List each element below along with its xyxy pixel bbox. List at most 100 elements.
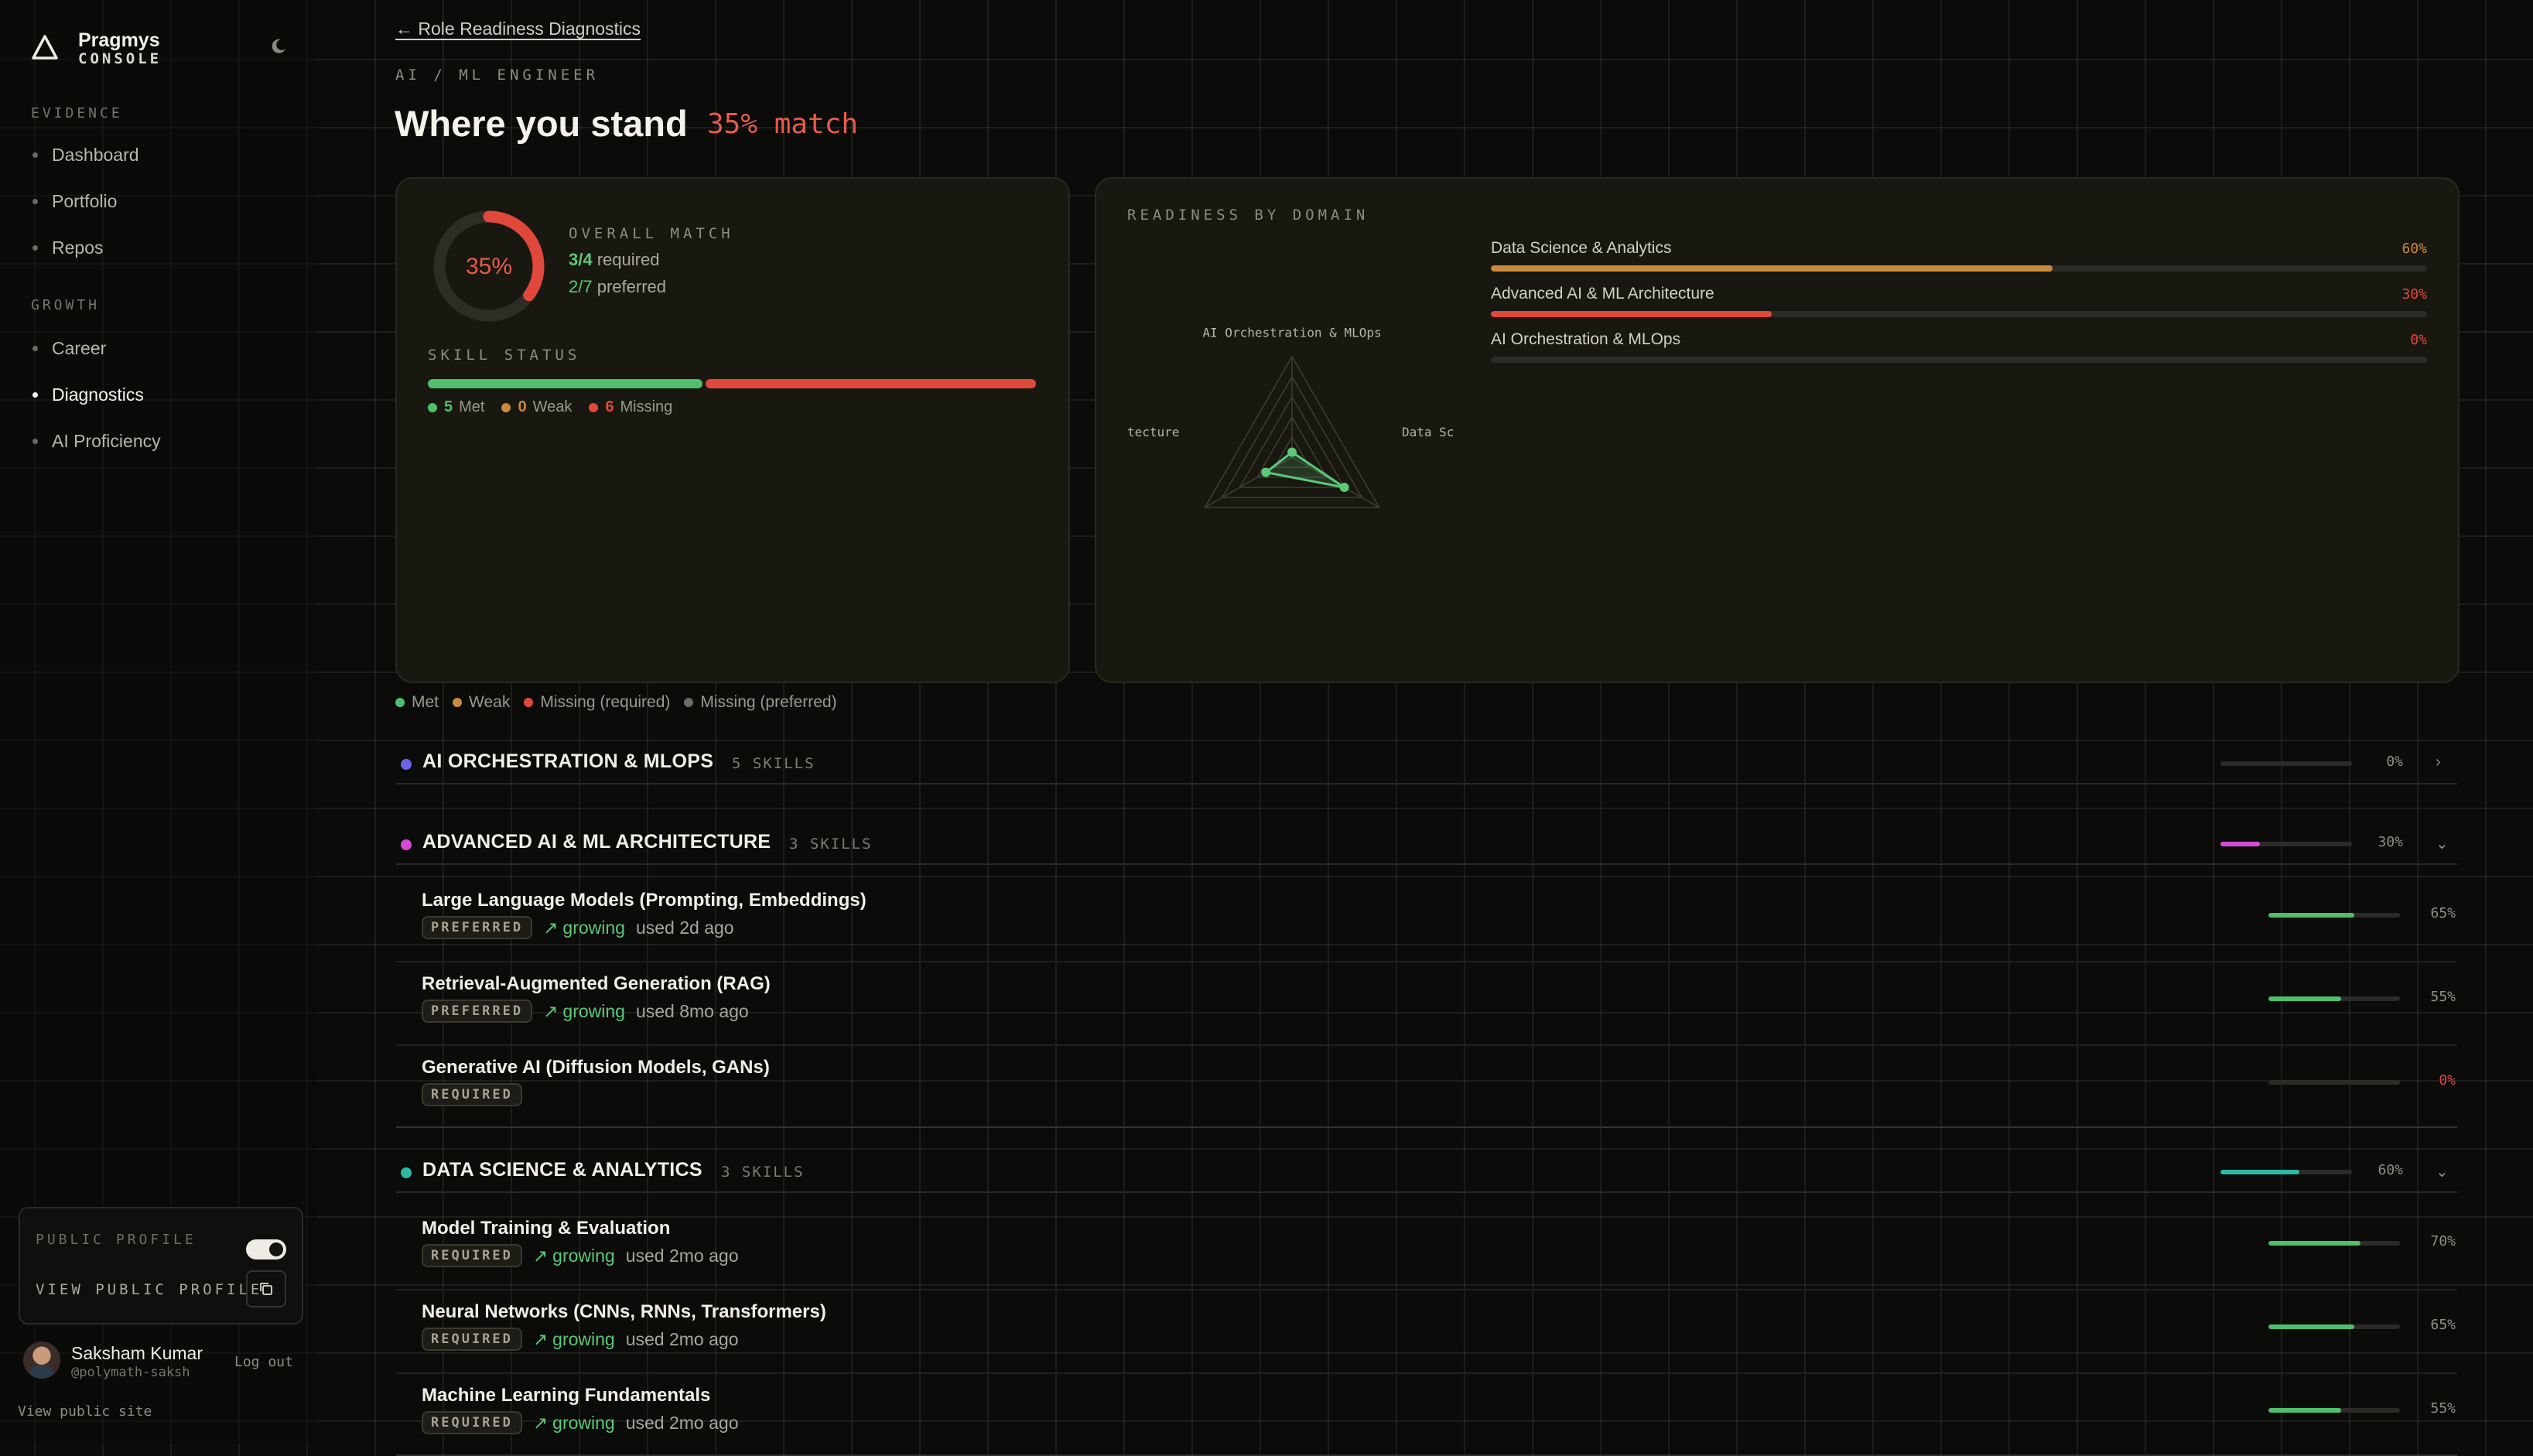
public-profile-label: PUBLIC PROFILE [36,1232,197,1248]
skill-requirement-badge: REQUIRED [422,1411,522,1434]
domain-progress-pct: 0% [2386,754,2403,770]
status-legend-missing: 6 Missing [589,398,672,416]
skill-row[interactable]: Neural Networks (CNNs, RNNs, Transformer… [396,1301,2457,1371]
skill-progress-track [2268,996,2400,1001]
skill-status-caption: SKILL STATUS [428,347,581,364]
skill-last-used: used 2mo ago [625,1245,739,1266]
status-dot-icon [501,402,511,412]
skill-trend-label: growing [552,1328,615,1349]
public-profile-toggle[interactable] [246,1239,286,1259]
sidebar-item-repos[interactable]: Repos [31,232,139,263]
copy-button[interactable] [246,1270,286,1307]
radar-label-top: AI Orchestration & MLOps [1202,326,1381,340]
back-link[interactable]: ← Role Readiness Diagnostics [395,19,641,39]
legend-label: Weak [469,693,511,711]
view-public-profile-link[interactable]: VIEW PUBLIC PROFILE [36,1281,263,1298]
logout-button[interactable]: Log out [234,1354,293,1370]
skill-row[interactable]: Retrieval-Augmented Generation (RAG) PREF… [396,973,2457,1043]
domain-skill-count: 5 SKILLS [732,755,815,772]
divider [396,961,2457,962]
logo-icon[interactable] [31,34,59,64]
section-label-evidence: EVIDENCE [31,105,123,121]
radar-ring [1239,395,1345,488]
skill-trend: ↗ growing [543,1001,625,1022]
domain-section-header[interactable]: DATA SCIENCE & ANALYTICS 3 SKILLS 60% ⌄ [396,1159,2457,1185]
status-segment-missing [706,379,1036,388]
skill-progress-pct: 55% [2430,1400,2456,1417]
overall-match-card: 35% OVERALL MATCH 3/4 required 2/7 prefe… [395,177,1070,683]
skill-progress-fill [2268,1324,2354,1329]
domain-progress-fill [2220,842,2260,846]
legend-dot-icon [395,698,405,707]
domain-bar-label: Advanced AI & ML Architecture [1491,285,1714,302]
skill-meta: PREFERRED ↗ growing used 2d ago [422,916,734,939]
chevron-right-icon[interactable]: › [2436,754,2441,771]
bullet-icon [32,391,38,398]
bullet-icon [32,244,38,251]
gauge-label: 35% [466,254,512,279]
brand-name: Pragmys [78,29,160,51]
chevron-down-icon[interactable]: ⌄ [2436,836,2449,853]
skill-progress-track [2268,1408,2400,1413]
skill-last-used: used 2mo ago [625,1328,739,1349]
skill-row[interactable]: Model Training & Evaluation REQUIRED ↗ grow… [396,1218,2457,1287]
domain-progress-fill [2220,1170,2299,1174]
nav-label: AI Proficiency [52,430,161,451]
skill-meta: REQUIRED [422,1083,522,1106]
trend-up-icon: ↗ [532,1245,549,1266]
skill-row[interactable]: Machine Learning Fundamentals REQUIRED ↗ gr… [396,1385,2457,1454]
skill-progress-track [2268,1080,2400,1085]
preferred-stat: 2/7 preferred [569,277,666,297]
sidebar-item-career[interactable]: Career [31,333,161,364]
skill-requirement-badge: PREFERRED [422,1000,533,1023]
domain-bar-row: AI Orchestration & MLOps 0% [1491,330,2427,376]
divider [396,1044,2457,1046]
skill-last-used: used 8mo ago [635,1000,749,1021]
role-label: AI / ML ENGINEER [395,67,600,84]
bullet-icon [32,198,38,204]
skill-progress-fill [2268,1408,2341,1413]
radar-label-left: tecture [1127,425,1179,439]
domain-bar-row: Data Science & Analytics 60% [1491,239,2427,285]
bullet-icon [32,438,38,444]
skill-name: Neural Networks (CNNs, RNNs, Transformer… [422,1301,826,1322]
sidebar-item-ai-proficiency[interactable]: AI Proficiency [31,426,161,456]
sidebar-item-portfolio[interactable]: Portfolio [31,186,139,217]
skill-status-bar [428,379,1036,388]
status-segment-met [428,379,703,388]
status-label: Met [459,398,485,415]
divider [396,1372,2457,1374]
status-dot-icon [589,402,599,412]
radar-axis [1205,456,1293,508]
domain-section-header[interactable]: ADVANCED AI & ML ARCHITECTURE 3 SKILLS 30%… [396,831,2457,857]
skill-row[interactable]: Generative AI (Diffusion Models, GANs) RE… [396,1057,2457,1126]
radar-grid [1204,355,1380,508]
sidebar-item-diagnostics[interactable]: Diagnostics [31,379,161,410]
skill-trend-label: growing [552,1412,615,1433]
domain-bar-track [1491,357,2427,363]
view-public-site-link[interactable]: View public site [18,1403,152,1420]
domain-bar-pct: 0% [2410,332,2427,348]
domain-progress-pct: 30% [2377,834,2403,850]
skill-trend: ↗ growing [533,1246,615,1266]
skill-row[interactable]: Large Language Models (Prompting, Embedd… [396,890,2457,959]
required-label: required [597,250,660,269]
domain-bar-row: Advanced AI & ML Architecture 30% [1491,285,2427,330]
avatar[interactable] [23,1342,60,1379]
chevron-down-icon[interactable]: ⌄ [2436,1164,2449,1181]
skill-last-used: used 2d ago [635,917,734,938]
nav-label: Dashboard [52,144,139,165]
domain-section-header[interactable]: AI ORCHESTRATION & MLOPS 5 SKILLS 0% › [396,750,2457,777]
page-title: Where you stand [395,103,688,144]
avatar-shoulders [29,1365,54,1379]
domain-skill-count: 3 SKILLS [721,1164,805,1181]
status-legend-weak: 0 Weak [501,398,572,416]
domain-section-title: DATA SCIENCE & ANALYTICS [422,1159,702,1181]
domain-bar-track [1491,311,2427,317]
domain-progress-pct: 60% [2377,1162,2403,1178]
moon-icon[interactable] [269,37,288,60]
skill-requirement-badge: REQUIRED [422,1083,522,1106]
status-count: 5 [444,398,453,415]
sidebar-item-dashboard[interactable]: Dashboard [31,139,139,170]
trend-up-icon: ↗ [543,917,559,938]
